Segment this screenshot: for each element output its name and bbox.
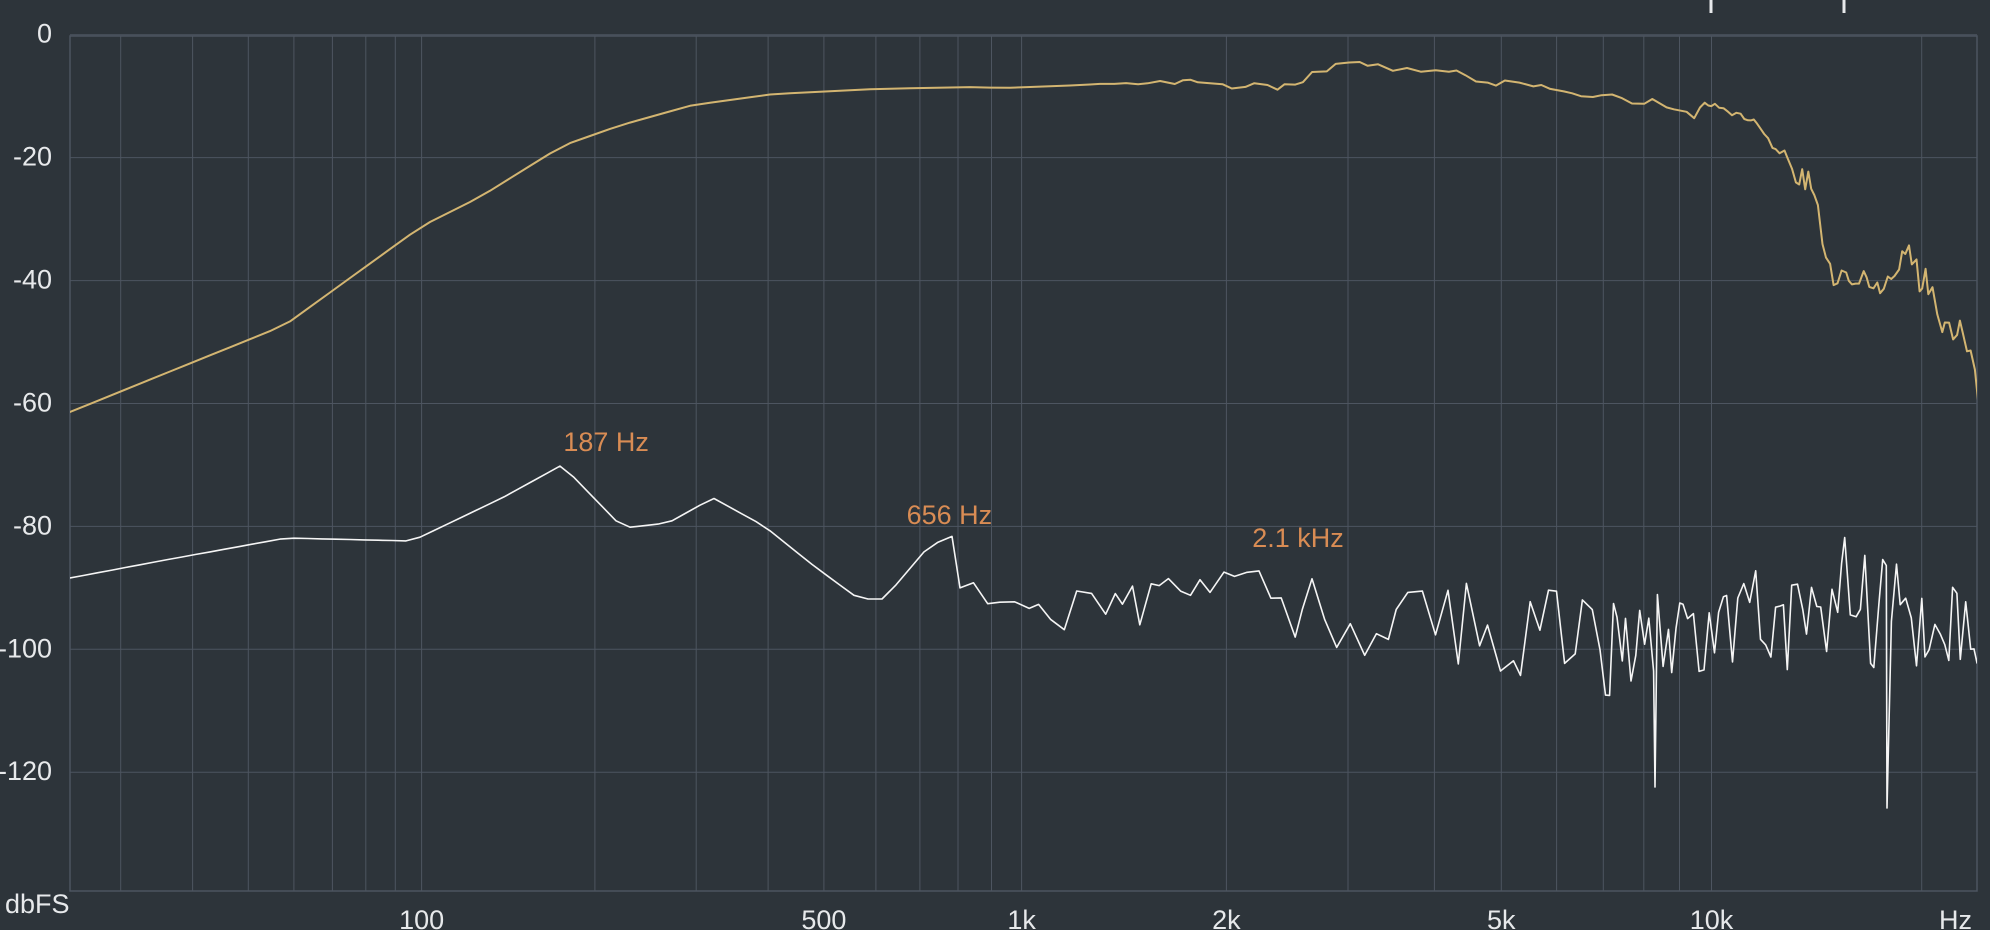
svg-text:Hz: Hz [1939, 905, 1972, 930]
svg-text:-120: -120 [0, 756, 52, 786]
svg-text:187 Hz: 187 Hz [563, 427, 649, 457]
svg-text:1k: 1k [1007, 905, 1036, 930]
svg-text:5k: 5k [1487, 905, 1516, 930]
svg-text:dbFS: dbFS [5, 889, 70, 919]
svg-text:-80: -80 [13, 510, 52, 540]
svg-text:100: 100 [399, 905, 444, 930]
svg-text:2k: 2k [1212, 905, 1241, 930]
svg-text:-100: -100 [0, 633, 52, 663]
svg-text:-60: -60 [13, 388, 52, 418]
svg-text:-20: -20 [13, 142, 52, 172]
svg-text:656 Hz: 656 Hz [907, 500, 993, 530]
svg-text:-40: -40 [13, 265, 52, 295]
svg-text:500: 500 [801, 905, 846, 930]
svg-text:0: 0 [37, 19, 52, 49]
svg-text:2.1 kHz: 2.1 kHz [1252, 523, 1344, 553]
svg-text:10k: 10k [1690, 905, 1734, 930]
